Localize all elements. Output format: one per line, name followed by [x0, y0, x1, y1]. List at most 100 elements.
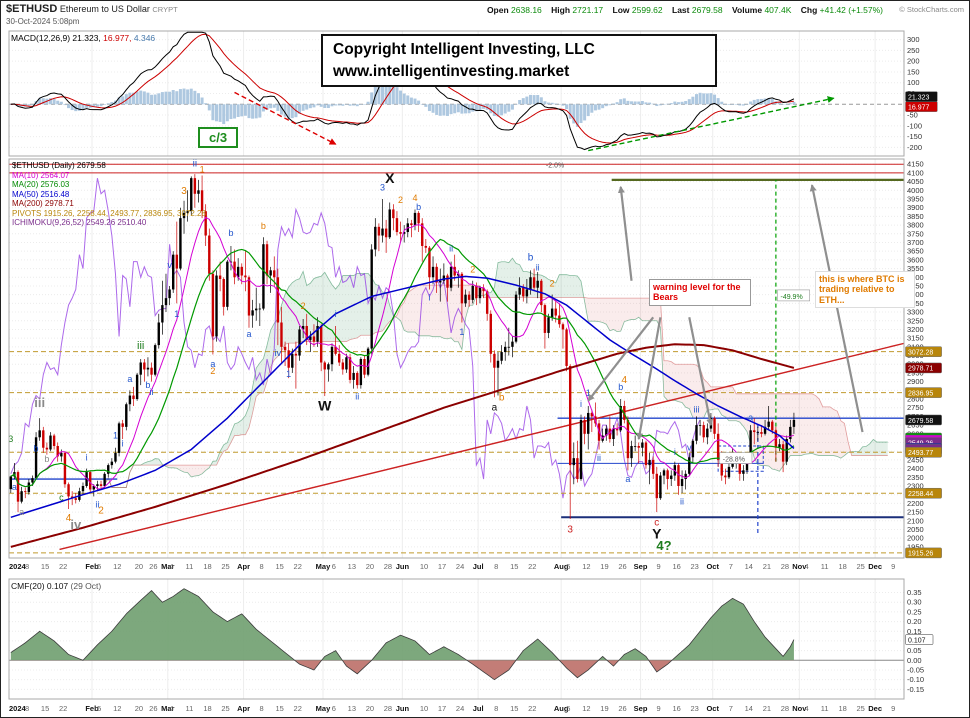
- svg-text:b: b: [44, 454, 49, 464]
- svg-text:15: 15: [510, 562, 518, 571]
- svg-text:2750: 2750: [907, 403, 924, 412]
- svg-text:15: 15: [41, 562, 49, 571]
- svg-text:Jun: Jun: [396, 704, 410, 713]
- svg-text:28: 28: [781, 704, 789, 713]
- svg-text:11: 11: [186, 562, 194, 571]
- svg-text:0.00: 0.00: [907, 656, 922, 665]
- svg-text:1: 1: [286, 369, 291, 379]
- svg-text:a: a: [625, 474, 630, 484]
- svg-text:21.323: 21.323: [908, 94, 930, 101]
- svg-text:26: 26: [618, 704, 626, 713]
- quote-datetime: 30-Oct-2024 5:08pm: [6, 17, 80, 26]
- low-label: Low: [612, 5, 630, 15]
- svg-text:4100: 4100: [907, 168, 924, 177]
- svg-text:4: 4: [169, 562, 173, 571]
- svg-text:2400: 2400: [907, 464, 924, 473]
- svg-text:150: 150: [907, 67, 920, 76]
- svg-text:20: 20: [366, 704, 374, 713]
- svg-text:4: 4: [169, 704, 173, 713]
- svg-text:6: 6: [332, 562, 336, 571]
- svg-text:Oct: Oct: [706, 562, 719, 571]
- c3-wave-label-box: c/3: [198, 127, 239, 148]
- svg-text:2: 2: [398, 195, 403, 205]
- svg-text:5: 5: [566, 704, 570, 713]
- svg-text:Jul: Jul: [473, 704, 484, 713]
- svg-text:22: 22: [528, 562, 536, 571]
- svg-text:3600: 3600: [907, 255, 924, 264]
- volume-value: 407.4K: [764, 5, 792, 15]
- svg-text:3900: 3900: [907, 203, 924, 212]
- btc-note-box: this is where BTC is trading relative to…: [815, 271, 915, 309]
- main-chart-legend: $ETHUSD (Daily) 2679.58 MA(10) 2564.07 M…: [12, 161, 206, 228]
- svg-text:7: 7: [729, 704, 733, 713]
- svg-text:3850: 3850: [907, 212, 924, 221]
- low-value: 2599.62: [631, 5, 663, 15]
- svg-text:3650: 3650: [907, 247, 924, 256]
- svg-text:1: 1: [174, 309, 179, 319]
- copyright-annotation-box: Copyright Intelligent Investing, LLC www…: [321, 34, 717, 88]
- svg-text:3: 3: [181, 186, 187, 197]
- svg-text:3950: 3950: [907, 195, 924, 204]
- svg-text:0.15: 0.15: [907, 627, 922, 636]
- quote-row: Open 2638.16 High 2721.17 Low 2599.62 La…: [480, 5, 883, 15]
- svg-text:ii: ii: [95, 499, 99, 509]
- svg-text:12: 12: [582, 562, 590, 571]
- svg-text:a: a: [748, 412, 753, 422]
- legend-ma20: MA(20) 2576.03: [12, 180, 70, 189]
- legend-ma10: MA(10) 2564.07: [12, 170, 70, 180]
- svg-text:Apr: Apr: [237, 562, 250, 571]
- svg-text:3: 3: [380, 183, 385, 193]
- svg-text:c: c: [59, 492, 64, 502]
- svg-text:2800: 2800: [907, 395, 924, 404]
- svg-text:3550: 3550: [907, 264, 924, 273]
- svg-text:24: 24: [456, 562, 464, 571]
- svg-text:Oct: Oct: [706, 704, 719, 713]
- volume-label: Volume: [731, 5, 763, 15]
- cmf-legend-prefix: CMF(20): [11, 581, 47, 591]
- svg-text:i: i: [122, 438, 124, 448]
- svg-text:2: 2: [210, 366, 215, 376]
- svg-text:-2.0%: -2.0%: [546, 163, 564, 170]
- high-label: High: [551, 5, 571, 15]
- svg-text:-0.10: -0.10: [907, 675, 924, 684]
- svg-text:26: 26: [149, 562, 157, 571]
- svg-text:-0.05: -0.05: [907, 665, 924, 674]
- cmf-legend: CMF(20) 0.107 (29 Oct): [11, 581, 101, 591]
- svg-text:12: 12: [582, 704, 590, 713]
- svg-text:ii: ii: [680, 497, 684, 507]
- svg-text:b: b: [34, 444, 39, 454]
- svg-text:1: 1: [586, 388, 591, 398]
- svg-text:i: i: [580, 399, 582, 409]
- svg-text:16.977: 16.977: [908, 104, 930, 111]
- svg-text:3800: 3800: [907, 221, 924, 230]
- svg-text:25: 25: [857, 562, 865, 571]
- svg-text:2: 2: [98, 505, 104, 516]
- svg-text:2900: 2900: [907, 377, 924, 386]
- svg-text:200: 200: [907, 57, 920, 66]
- svg-text:10: 10: [420, 562, 428, 571]
- svg-text:28: 28: [781, 562, 789, 571]
- svg-text:19: 19: [600, 562, 608, 571]
- ticker-exchange: CRYPT: [152, 5, 178, 14]
- chg-label: Chg: [800, 5, 818, 15]
- svg-text:5: 5: [97, 704, 101, 713]
- chg-value: +41.42 (+1.57%): [819, 5, 883, 15]
- svg-text:2493.77: 2493.77: [908, 450, 933, 457]
- svg-text:2024: 2024: [9, 562, 27, 571]
- svg-text:20: 20: [366, 562, 374, 571]
- svg-text:23: 23: [691, 562, 699, 571]
- legend-pivots: PIVOTS 1915.26, 2258.44, 2493.77, 2836.9…: [12, 208, 206, 218]
- svg-text:1950: 1950: [907, 542, 924, 551]
- svg-text:3450: 3450: [907, 281, 924, 290]
- svg-text:3350: 3350: [907, 299, 924, 308]
- svg-text:-200: -200: [907, 143, 922, 152]
- svg-text:Apr: Apr: [237, 704, 250, 713]
- svg-text:18: 18: [203, 704, 211, 713]
- ticker-symbol: $ETHUSD: [6, 3, 58, 15]
- svg-text:4: 4: [66, 513, 72, 524]
- svg-text:8: 8: [260, 562, 264, 571]
- svg-text:7: 7: [729, 562, 733, 571]
- svg-text:Mar: Mar: [161, 562, 174, 571]
